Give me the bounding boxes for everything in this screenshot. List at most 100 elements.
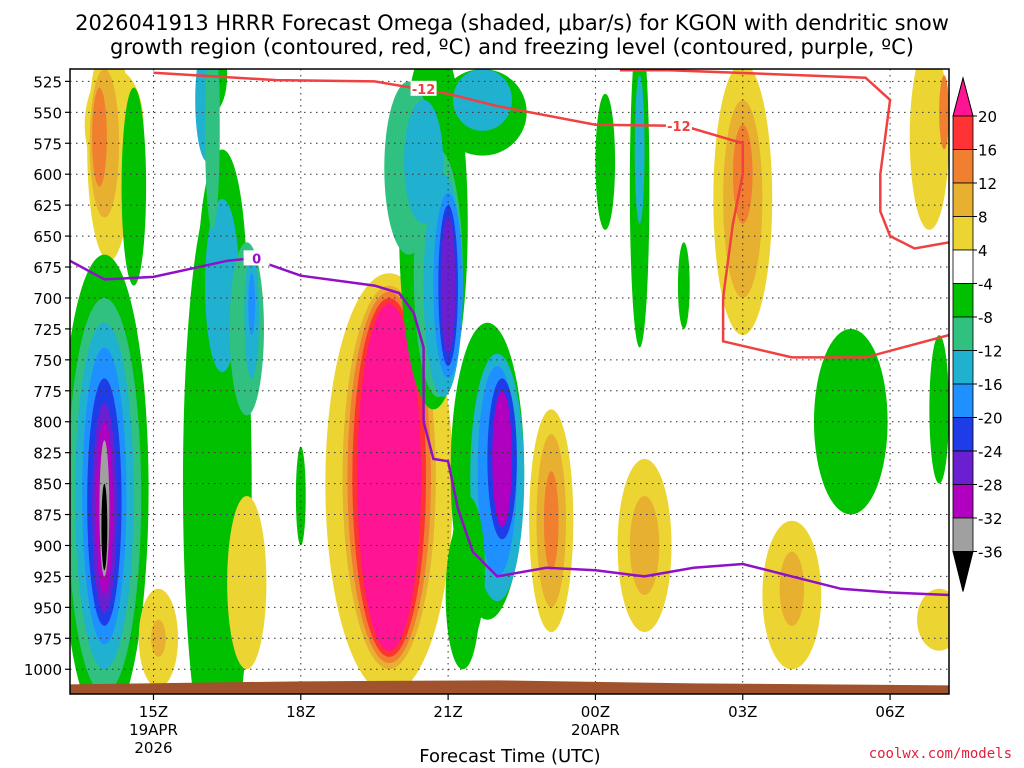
dendritic-contour-1 (620, 69, 949, 250)
omega-cell-48 (453, 69, 512, 131)
y-tick-label-625: 625 (33, 197, 62, 215)
colorbar-segment-2 (952, 149, 974, 184)
colorbar-bottom-triangle (952, 551, 974, 592)
colorbar-segment-3 (952, 182, 974, 217)
omega-cell-65 (929, 335, 949, 484)
x-tick-label-0-0: 15Z (139, 703, 168, 721)
omega-shading (70, 69, 949, 694)
colorbar-label-1: 16 (978, 142, 997, 160)
contour-label-0: -12 (412, 83, 436, 98)
y-tick-label-575: 575 (33, 135, 62, 153)
chart-title-line1: 2026041913 HRRR Forecast Omega (shaded, … (75, 11, 949, 35)
y-tick-label-825: 825 (33, 445, 62, 463)
colorbar-segment-12 (952, 484, 974, 519)
colorbar-segment-9 (952, 383, 974, 418)
y-tick-label-700: 700 (33, 290, 62, 308)
y-tick-label-750: 750 (33, 352, 62, 370)
y-tick-label-900: 900 (33, 537, 62, 555)
omega-cell-52 (595, 93, 616, 230)
y-tick-label-675: 675 (33, 259, 62, 277)
colorbar-segment-10 (952, 417, 974, 452)
colorbar: 20 16 12 8 4 -4 -8 -12 -16 -20 -24 -28 -32 -36 (952, 76, 1003, 592)
omega-cell-61 (779, 551, 805, 626)
y-tick-label-975: 975 (33, 630, 62, 648)
y-tick-label-875: 875 (33, 507, 62, 525)
omega-cell-31 (357, 304, 422, 651)
x-tick-label-4-0: 03Z (728, 703, 757, 721)
contour-label-1: -12 (667, 120, 691, 135)
colorbar-label-8: -16 (978, 376, 1003, 394)
y-tick-label-800: 800 (33, 414, 62, 432)
omega-cell-54 (634, 75, 645, 224)
colorbar-segment-11 (952, 450, 974, 485)
y-tick-label-775: 775 (33, 383, 62, 401)
colorbar-label-2: 12 (978, 175, 997, 193)
omega-cell-51 (543, 471, 559, 571)
omega-cell-68 (677, 242, 690, 329)
colorbar-label-5: -4 (978, 276, 993, 294)
colorbar-label-12: -32 (978, 510, 1003, 528)
colorbar-segment-4 (952, 216, 974, 251)
colorbar-label-4: 4 (978, 242, 988, 260)
y-tick-label-1000: 1000 (24, 661, 62, 679)
omega-cell-63 (909, 69, 949, 230)
colorbar-label-3: 8 (978, 209, 988, 227)
ground-fill (70, 680, 949, 694)
y-tick-label-925: 925 (33, 568, 62, 586)
omega-cell-64 (939, 75, 949, 150)
colorbar-segment-6 (952, 283, 974, 318)
omega-cell-67 (445, 520, 481, 670)
contour-label-bg-1 (665, 117, 692, 133)
omega-cell-22 (101, 483, 108, 571)
colorbar-segment-5 (952, 249, 974, 284)
colorbar-label-9: -20 (978, 410, 1003, 428)
ground-band (70, 680, 949, 694)
omega-cell-45 (492, 390, 512, 527)
colorbar-label-13: -36 (978, 544, 1003, 562)
colorbar-segment-1 (952, 115, 974, 150)
omega-cell-10 (205, 69, 220, 230)
x-tick-label-2-0: 21Z (433, 703, 462, 721)
y-tick-label-600: 600 (33, 166, 62, 184)
omega-cell-25 (227, 495, 267, 670)
dendritic-contour-0 (153, 71, 949, 359)
y-tick-label-525: 525 (33, 73, 62, 91)
x-tick-label-5-0: 06Z (875, 703, 904, 721)
y-tick-label-850: 850 (33, 476, 62, 494)
colorbar-label-10: -24 (978, 443, 1003, 461)
x-tick-label-3-1: 20APR (571, 721, 620, 739)
colorbar-segment-7 (952, 316, 974, 351)
y-tick-label-550: 550 (33, 104, 62, 122)
contour-label-bg-2 (243, 250, 270, 266)
colorbar-top-triangle (952, 76, 974, 117)
omega-cell-13 (248, 273, 256, 336)
omega-cell-40 (403, 99, 444, 224)
plot-frame (69, 68, 950, 695)
colorbar-segment-8 (952, 350, 974, 385)
y-tick-label-650: 650 (33, 228, 62, 246)
colorbar-label-11: -28 (978, 477, 1003, 495)
contour-label-2: 0 (252, 252, 261, 267)
omega-cell-56 (629, 495, 660, 595)
x-tick-label-0-2: 2026 (134, 739, 172, 757)
colorbar-label-6: -8 (978, 309, 993, 327)
colorbar-segment-13 (952, 517, 974, 552)
y-tick-label-725: 725 (33, 321, 62, 339)
credit-text[interactable]: coolwx.com/models (869, 746, 1012, 762)
y-axis: 525 550 575 600 625 650 675 700 725 750 775 800 825 8… (24, 73, 70, 679)
contour-label-bg-0 (410, 80, 437, 96)
chart-title-line2: growth region (contoured, red, ºC) and f… (110, 35, 914, 59)
x-tick-label-3-0: 00Z (581, 703, 610, 721)
plot-grid (70, 69, 949, 694)
colorbar-label-7: -12 (978, 343, 1003, 361)
omega-cell-4 (121, 87, 147, 286)
omega-cell-24 (151, 619, 166, 657)
x-tick-label-1-0: 18Z (286, 703, 315, 721)
y-tick-label-950: 950 (33, 599, 62, 617)
omega-cell-3 (92, 87, 107, 187)
contour-lines: -12 -12 0 (70, 69, 949, 597)
x-tick-label-0-1: 19APR (129, 721, 178, 739)
omega-cell-66 (917, 588, 949, 651)
